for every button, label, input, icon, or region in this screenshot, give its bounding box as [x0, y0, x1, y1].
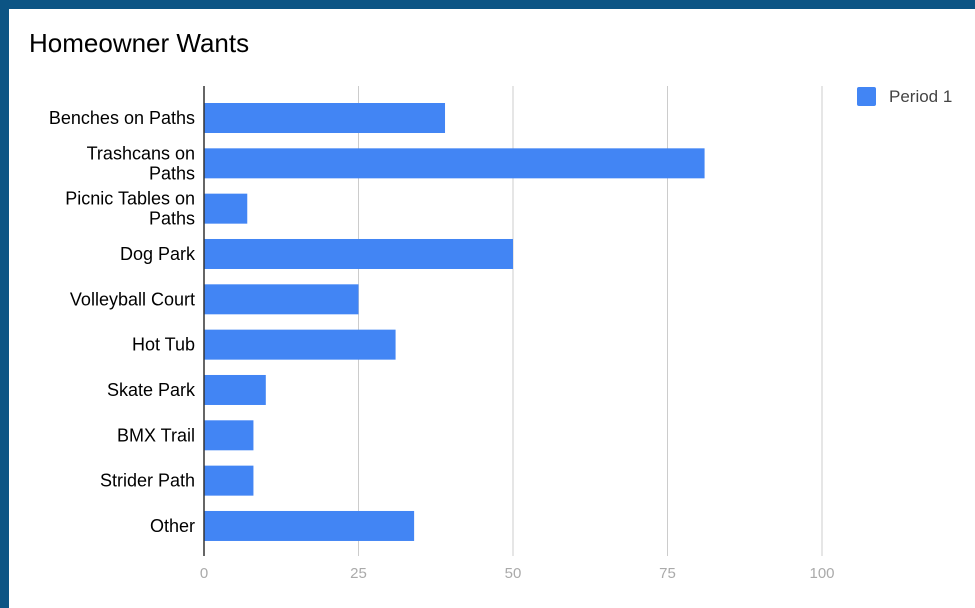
legend-label: Period 1	[889, 87, 952, 106]
bar[interactable]	[204, 148, 705, 179]
tick-labels: 0 25 50 75 100	[200, 565, 835, 582]
bar[interactable]	[204, 284, 359, 315]
bar[interactable]	[204, 374, 266, 405]
legend-swatch	[857, 87, 876, 106]
category-labels: Benches on Paths Trashcans on Paths Picnic …	[49, 108, 196, 536]
category-label: Strider Path	[100, 471, 195, 491]
bar[interactable]	[204, 193, 248, 224]
x-tick-label: 50	[505, 565, 522, 582]
category-label: Volleyball Court	[70, 289, 195, 309]
category-label: Skate Park	[107, 380, 196, 400]
chart-frame	[9, 9, 975, 608]
category-label: Benches on Paths	[49, 108, 195, 128]
category-label: Trashcans on Paths	[87, 143, 195, 183]
category-label: Other	[150, 516, 195, 536]
x-tick-label: 25	[350, 565, 367, 582]
bar[interactable]	[204, 329, 396, 360]
bar[interactable]	[204, 103, 446, 133]
bar[interactable]	[204, 420, 254, 451]
x-tick-label: 75	[659, 565, 676, 582]
chart-title: Homeowner Wants	[29, 28, 250, 58]
category-label: BMX Trail	[117, 425, 195, 445]
legend[interactable]: Period 1	[857, 87, 952, 106]
category-label: Hot Tub	[132, 335, 195, 355]
bar[interactable]	[204, 238, 513, 269]
bar[interactable]	[204, 465, 254, 496]
x-tick-label: 0	[200, 565, 208, 582]
category-label: Picnic Tables on Paths	[65, 189, 195, 229]
bar[interactable]	[204, 510, 415, 541]
x-tick-label: 100	[809, 565, 834, 582]
category-label: Dog Park	[120, 244, 196, 264]
bars	[204, 103, 705, 541]
